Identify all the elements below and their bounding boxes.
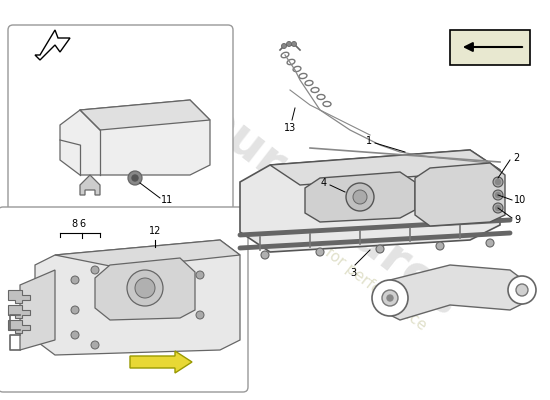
Text: 3: 3: [350, 268, 356, 278]
Polygon shape: [130, 351, 192, 373]
Polygon shape: [270, 150, 500, 185]
Bar: [450, 30, 530, 65]
Circle shape: [493, 203, 503, 213]
Polygon shape: [8, 290, 30, 303]
Polygon shape: [20, 270, 55, 350]
Text: 1: 1: [366, 136, 372, 146]
Text: 8: 8: [71, 219, 77, 229]
Polygon shape: [8, 305, 30, 318]
Polygon shape: [305, 172, 415, 222]
Circle shape: [135, 278, 155, 298]
Circle shape: [496, 192, 500, 198]
Polygon shape: [415, 163, 505, 226]
Text: a passion for performance: a passion for performance: [261, 197, 429, 333]
Circle shape: [493, 190, 503, 200]
Circle shape: [486, 239, 494, 247]
Circle shape: [71, 306, 79, 314]
Text: 6: 6: [79, 219, 85, 229]
Circle shape: [196, 311, 204, 319]
Circle shape: [493, 177, 503, 187]
Text: 11: 11: [161, 195, 173, 205]
Polygon shape: [35, 30, 70, 60]
Circle shape: [287, 42, 292, 46]
Polygon shape: [380, 265, 530, 320]
Circle shape: [282, 44, 287, 48]
Circle shape: [316, 248, 324, 256]
Circle shape: [127, 270, 163, 306]
Circle shape: [346, 183, 374, 211]
Polygon shape: [240, 150, 500, 252]
Circle shape: [71, 276, 79, 284]
Polygon shape: [55, 240, 240, 268]
Text: 4: 4: [321, 178, 327, 188]
Circle shape: [516, 284, 528, 296]
Polygon shape: [80, 175, 100, 195]
Polygon shape: [35, 240, 240, 355]
FancyBboxPatch shape: [0, 207, 248, 392]
Circle shape: [372, 280, 408, 316]
Circle shape: [496, 206, 500, 210]
Polygon shape: [80, 100, 210, 130]
Polygon shape: [8, 320, 30, 333]
Circle shape: [496, 180, 500, 184]
Text: eurospares: eurospares: [190, 94, 470, 326]
Circle shape: [128, 171, 142, 185]
Text: 12: 12: [149, 226, 161, 236]
Circle shape: [91, 266, 99, 274]
Text: 10: 10: [514, 195, 526, 205]
Circle shape: [91, 341, 99, 349]
FancyBboxPatch shape: [8, 25, 233, 220]
Circle shape: [196, 271, 204, 279]
Circle shape: [436, 242, 444, 250]
Circle shape: [292, 42, 296, 46]
Text: 2: 2: [513, 153, 519, 163]
Circle shape: [508, 276, 536, 304]
Circle shape: [261, 251, 269, 259]
Circle shape: [71, 331, 79, 339]
Circle shape: [376, 245, 384, 253]
Circle shape: [382, 290, 398, 306]
Polygon shape: [95, 258, 195, 320]
Text: 13: 13: [284, 123, 296, 133]
Circle shape: [387, 295, 393, 301]
Circle shape: [353, 190, 367, 204]
Circle shape: [132, 175, 138, 181]
Polygon shape: [60, 100, 210, 175]
Text: 9: 9: [514, 215, 520, 225]
